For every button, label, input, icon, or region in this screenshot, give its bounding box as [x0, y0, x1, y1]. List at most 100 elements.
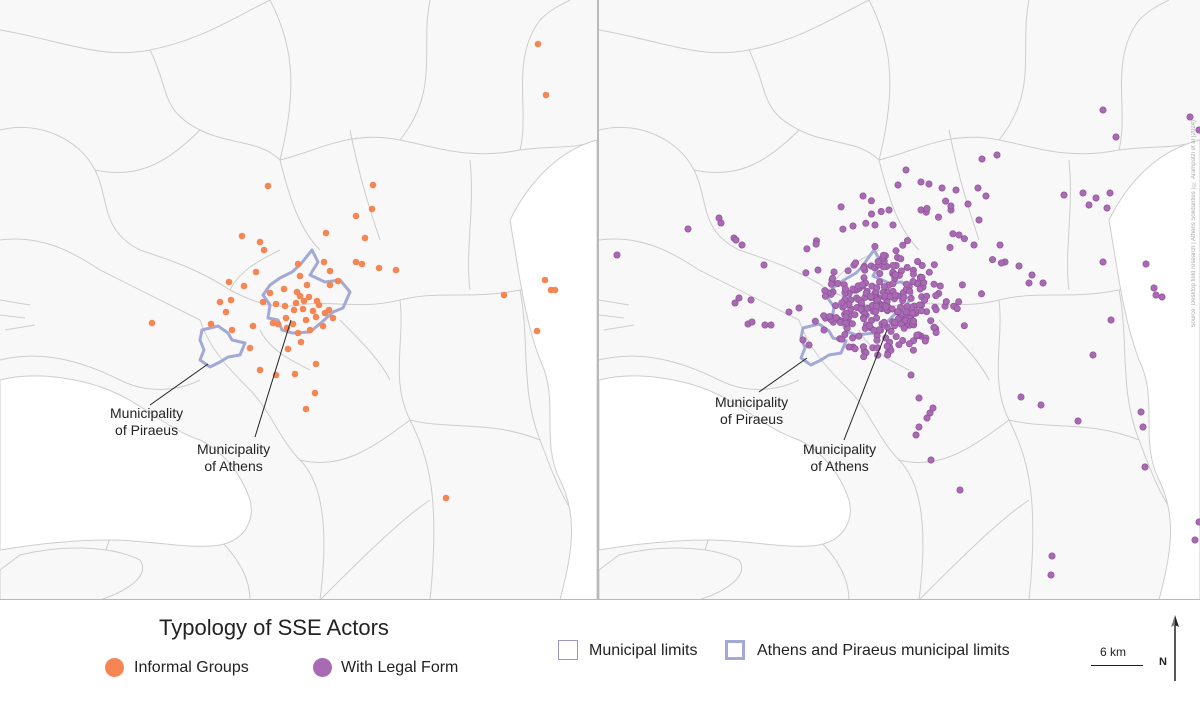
- informal-point: [305, 293, 313, 301]
- scale-bar-label: 6 km: [1100, 645, 1127, 659]
- legal-point: [884, 351, 892, 359]
- informal-point: [296, 272, 304, 280]
- informal-point: [292, 299, 300, 307]
- legal-point: [767, 321, 775, 329]
- legal-point: [882, 303, 890, 311]
- legal-point: [859, 343, 867, 351]
- source-credit: Source: Desktop field research | Athens …: [1191, 120, 1197, 328]
- legal-point: [865, 322, 873, 330]
- legal-point: [885, 206, 893, 214]
- informal-point: [302, 316, 310, 324]
- legal-point: [748, 318, 756, 326]
- legal-point: [938, 184, 946, 192]
- informal-groups-label: Informal Groups: [134, 659, 249, 676]
- callout-text: Municipality: [110, 405, 184, 421]
- legal-point: [1195, 126, 1200, 134]
- informal-point: [252, 268, 260, 276]
- callout-text: Municipality: [715, 394, 789, 410]
- legal-point: [891, 318, 899, 326]
- legal-point: [1028, 271, 1036, 279]
- legal-point: [895, 341, 903, 349]
- legal-point: [932, 292, 940, 300]
- informal-point: [256, 238, 264, 246]
- map-informal-svg: [0, 0, 597, 600]
- legal-point: [1099, 106, 1107, 114]
- legal-point: [867, 210, 875, 218]
- legal-point: [925, 268, 933, 276]
- legal-point: [997, 259, 1005, 267]
- legal-point: [785, 308, 793, 316]
- legal-point: [747, 296, 755, 304]
- legal-point: [917, 307, 925, 315]
- legal-point: [859, 192, 867, 200]
- legal-point: [960, 235, 968, 243]
- legal-point: [894, 181, 902, 189]
- informal-point: [334, 277, 342, 285]
- legal-point: [955, 298, 963, 306]
- legal-point: [946, 244, 954, 252]
- informal-point: [238, 232, 246, 240]
- informal-point: [259, 298, 267, 306]
- legal-point: [803, 245, 811, 253]
- legal-point: [1074, 417, 1082, 425]
- informal-point: [246, 344, 254, 352]
- legal-point: [894, 308, 902, 316]
- informal-point: [296, 292, 304, 300]
- legal-point: [1142, 260, 1150, 268]
- legal-point: [1079, 189, 1087, 197]
- legal-point: [735, 294, 743, 302]
- legal-form-label: With Legal Form: [341, 659, 459, 676]
- legal-point: [841, 330, 849, 338]
- informal-point: [352, 212, 360, 220]
- legal-point: [918, 261, 926, 269]
- legal-point: [934, 213, 942, 221]
- legal-point: [1195, 518, 1200, 526]
- legal-point: [1107, 316, 1115, 324]
- informal-point: [264, 182, 272, 190]
- legal-point: [830, 268, 838, 276]
- legal-point: [874, 257, 882, 265]
- legal-point: [839, 225, 847, 233]
- informal-point: [289, 320, 297, 328]
- scale-bar: [1091, 665, 1143, 666]
- legal-point: [988, 256, 996, 264]
- legal-point: [867, 293, 875, 301]
- legal-point: [915, 301, 923, 309]
- informal-point: [369, 181, 377, 189]
- informal-point: [326, 267, 334, 275]
- callout-athens-right: Municipality of Athens: [803, 441, 876, 475]
- legal-point: [914, 257, 922, 265]
- legal-point: [917, 178, 925, 186]
- informal-point: [320, 258, 328, 266]
- legal-point: [964, 200, 972, 208]
- legal-point: [921, 296, 929, 304]
- informal-point: [269, 319, 277, 327]
- island-south: [599, 547, 742, 600]
- legal-point: [1152, 291, 1160, 299]
- legal-points: [613, 106, 1200, 579]
- legal-point: [907, 294, 915, 302]
- legal-point: [880, 283, 888, 291]
- legal-point: [876, 269, 884, 277]
- legal-point: [1139, 423, 1147, 431]
- legal-point: [907, 371, 915, 379]
- legal-point: [860, 353, 868, 361]
- legal-point: [872, 302, 880, 310]
- legal-point: [883, 342, 891, 350]
- legal-point: [1103, 204, 1111, 212]
- legal-point: [873, 296, 881, 304]
- legal-point: [930, 323, 938, 331]
- informal-point: [303, 281, 311, 289]
- panel-divider: [597, 0, 599, 600]
- informal-point: [325, 306, 333, 314]
- legal-point: [855, 332, 863, 340]
- callout-piraeus-right: Municipality of Piraeus: [715, 394, 788, 428]
- legal-point: [732, 236, 740, 244]
- informal-point: [306, 326, 314, 334]
- legal-point: [913, 331, 921, 339]
- informal-point: [207, 320, 215, 328]
- informal-point: [290, 306, 298, 314]
- informal-point: [368, 205, 376, 213]
- legal-point: [960, 322, 968, 330]
